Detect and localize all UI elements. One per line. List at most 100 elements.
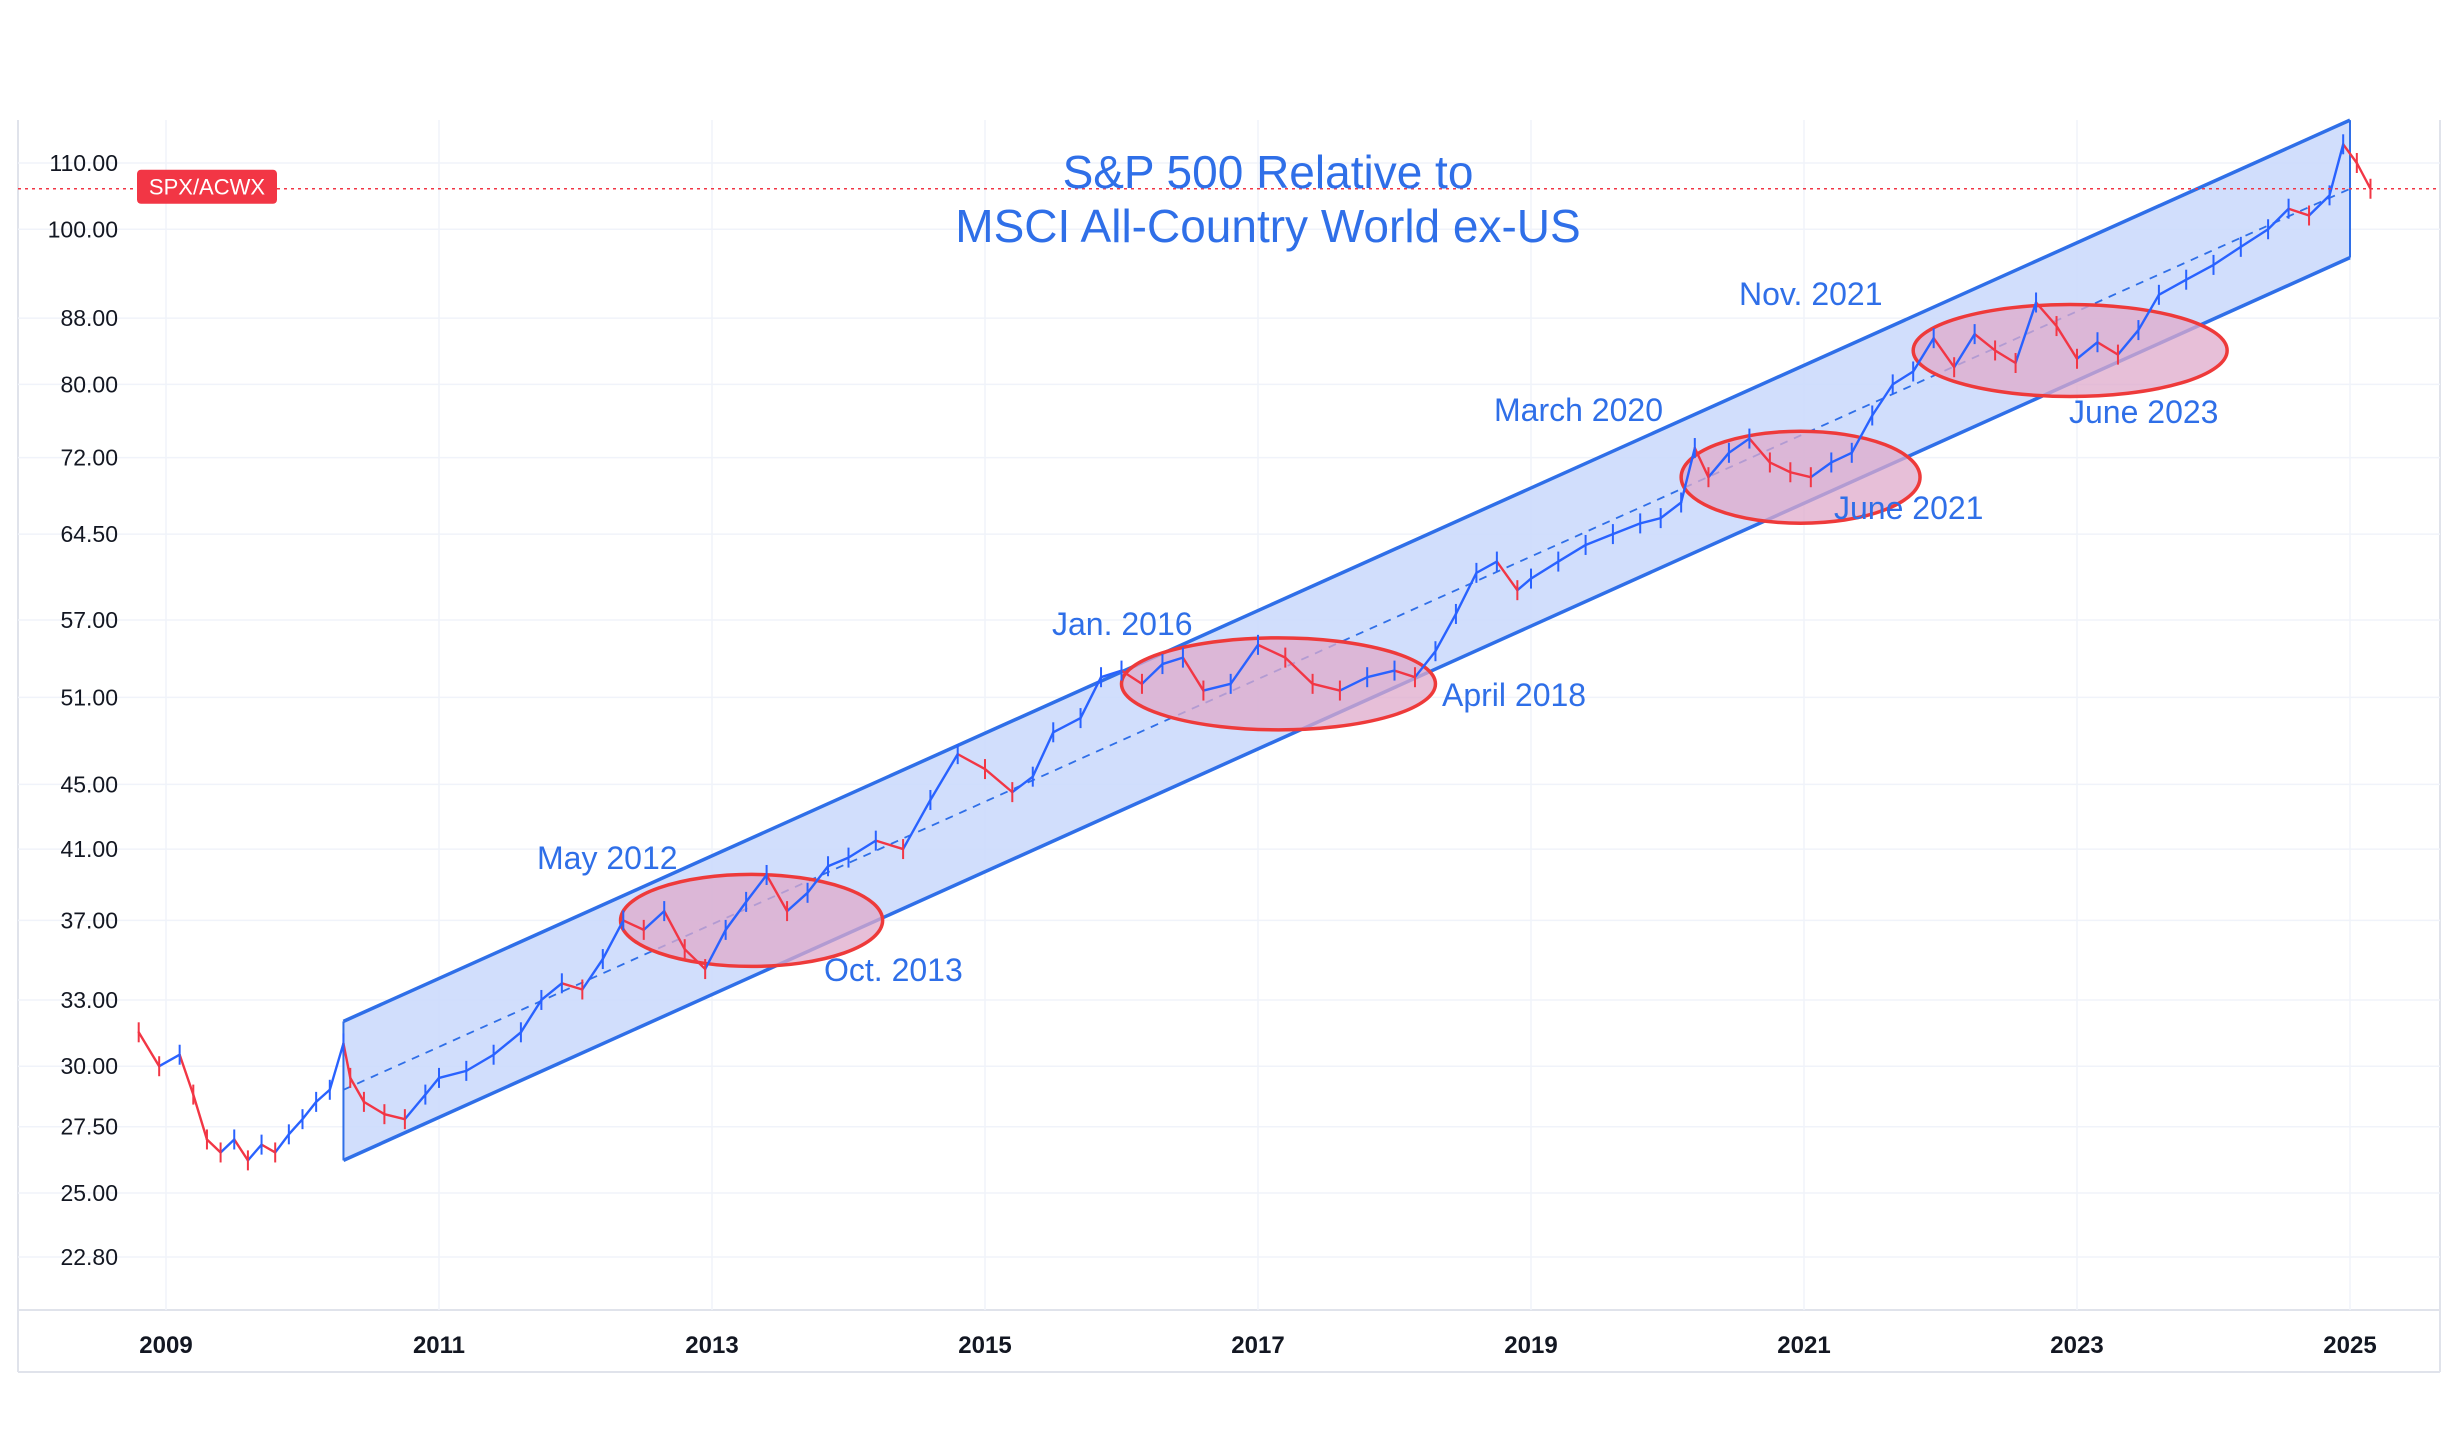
x-axis-labels: 2009 2011 2013 2015 2017 2019 2021 2023 2025 (139, 1332, 2376, 1359)
y-tick-label: 22.80 (60, 1244, 118, 1270)
series-segment (1748, 437, 1772, 464)
y-tick-label: 33.00 (60, 987, 118, 1013)
series-segment (1693, 446, 1710, 479)
series-segment (601, 919, 625, 961)
series-segment (1365, 669, 1396, 679)
series-segment (1338, 675, 1369, 692)
series-segment (929, 752, 959, 802)
highlight-ellipse (1679, 429, 1922, 525)
series-segment (1707, 451, 1731, 479)
series-segment (1768, 461, 1792, 474)
series-segment (383, 1112, 407, 1121)
series-segment (2328, 143, 2345, 197)
series-segment (956, 752, 987, 771)
series-segment (349, 1076, 366, 1104)
highlight-ellipse (618, 872, 885, 969)
series-segment (362, 1100, 386, 1116)
trend-channel (342, 118, 2351, 1162)
series-segment (983, 767, 1014, 794)
series-segment (663, 909, 686, 951)
series-segment (806, 865, 830, 895)
annotation-jan-2016: Jan. 2016 (1052, 606, 1193, 642)
series-segment (1871, 383, 1894, 417)
x-tick-label: 2013 (685, 1332, 738, 1359)
series-segment (342, 1042, 352, 1080)
highlight-ellipses (618, 302, 2229, 969)
series-segment (233, 1138, 250, 1162)
y-tick-label: 80.00 (60, 371, 118, 397)
series-segment (2034, 301, 2058, 328)
y-tick-label: 37.00 (60, 907, 118, 933)
series-segment (1679, 446, 1697, 504)
series-segment (560, 982, 584, 991)
y-tick-label: 25.00 (60, 1180, 118, 1206)
series-segment (1850, 414, 1874, 455)
series-segment (826, 856, 850, 868)
series-segment (785, 891, 809, 913)
annotation-june-2021: June 2021 (1834, 490, 1983, 526)
series-segment (1584, 532, 1615, 547)
y-tick-label: 30.00 (60, 1053, 118, 1079)
series-segment (2341, 143, 2359, 165)
series-segment (287, 1117, 304, 1136)
series-segment (1284, 656, 1314, 686)
y-tick-label: 88.00 (60, 305, 118, 331)
series-segment (1495, 560, 1519, 592)
series-segment (1229, 643, 1260, 686)
y-axis-labels: 110.00 100.00 88.00 80.00 72.00 64.50 57.00 51.… (48, 150, 118, 1270)
y-tick-label: 72.00 (60, 445, 118, 471)
x-tick-label: 2019 (1504, 1332, 1557, 1359)
chart-frame (17, 120, 2441, 1373)
series-segment (1099, 669, 1123, 679)
series-segment (1973, 332, 1997, 352)
series-segment (2212, 245, 2243, 267)
channel-upper-line (342, 118, 2351, 1023)
annotation-nov-2021: Nov. 2021 (1739, 276, 1883, 312)
series-segment (581, 957, 604, 991)
series-segment (2055, 324, 2079, 360)
series-segment (1475, 560, 1499, 575)
series-segment (314, 1088, 331, 1104)
series-segment (1952, 332, 1976, 369)
series-segment (2096, 341, 2120, 356)
series-segment (1052, 716, 1082, 734)
series-segment (1557, 543, 1587, 563)
series-segment (424, 1076, 441, 1096)
series-segment (1830, 451, 1853, 464)
price-series (137, 134, 2372, 1171)
series-segment (1727, 437, 1751, 455)
series-segment (1256, 643, 1287, 659)
y-tick-label: 100.00 (48, 216, 118, 242)
series-segment (2287, 207, 2311, 217)
series-segment (1011, 775, 1034, 794)
series-segment (205, 1138, 222, 1154)
series-segment (178, 1053, 195, 1096)
x-tick-label: 2017 (1231, 1332, 1284, 1359)
series-segment (246, 1143, 263, 1162)
series-segment (1434, 612, 1458, 653)
series-segment (724, 900, 748, 932)
annotation-oct-2013: Oct. 2013 (824, 952, 963, 988)
annotation-june-2023: June 2023 (2069, 394, 2218, 430)
series-segment (1789, 471, 1813, 479)
annotation-may-2012: May 2012 (537, 840, 678, 876)
y-tick-label: 27.50 (60, 1114, 118, 1140)
series-segment (622, 919, 645, 932)
series-segment (1809, 461, 1833, 479)
series-segment (2137, 293, 2161, 332)
series-segment (847, 839, 877, 859)
series-segment (2014, 301, 2038, 365)
x-tick-label: 2021 (1777, 1332, 1830, 1359)
series-segment (219, 1138, 236, 1154)
x-tick-label: 2009 (139, 1332, 192, 1359)
series-segment (744, 873, 768, 904)
symbol-badge (137, 169, 277, 204)
series-segment (2355, 161, 2372, 190)
series-segment (1611, 522, 1642, 536)
chart-title: S&P 500 Relative to (1063, 146, 1474, 198)
chart-subtitle: MSCI All-Country World ex-US (955, 200, 1580, 252)
series-segment (1181, 656, 1205, 692)
y-tick-label: 57.00 (60, 607, 118, 633)
series-segment (492, 1031, 523, 1056)
